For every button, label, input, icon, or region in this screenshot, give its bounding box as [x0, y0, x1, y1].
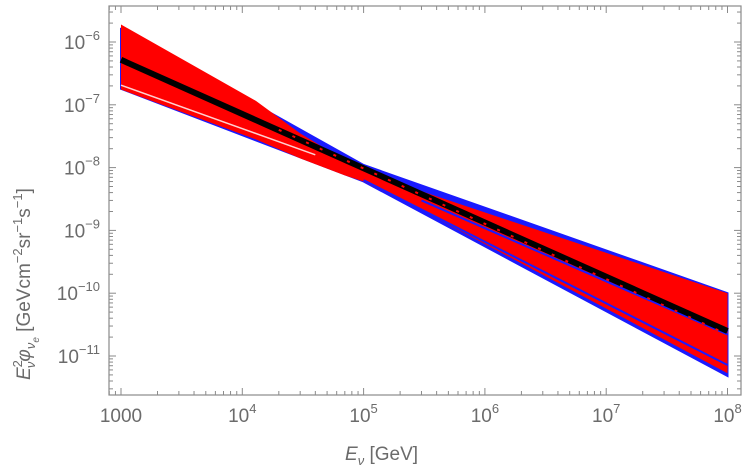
y-tick-label: 10−10	[57, 279, 100, 305]
red-band	[121, 24, 728, 374]
y-tick-label: 10−8	[64, 154, 100, 180]
y-tick-label: 10−9	[64, 216, 100, 242]
y-axis-ticks	[109, 11, 741, 390]
plot-area	[119, 24, 729, 378]
y-axis-title: E2νφνe [GeVcm−2sr−1s−1]	[10, 188, 42, 380]
white-line	[120, 84, 316, 156]
inner-blue-line	[363, 179, 728, 366]
y-tick-label: 10−7	[64, 91, 100, 117]
x-axis-tick-labels: 1000 104 105 106 107 108	[100, 401, 742, 427]
x-tick-label: 106	[471, 401, 499, 427]
y-axis-tick-labels: 10−6 10−7 10−8 10−9 10−10 10−11	[57, 28, 100, 368]
x-tick-label: 105	[349, 401, 377, 427]
svg-text:E2νφνe [GeVcm−2sr−1s−1]: E2νφνe [GeVcm−2sr−1s−1]	[10, 188, 42, 380]
x-tick-label: 107	[592, 401, 620, 427]
x-axis-ticks	[108, 6, 728, 395]
svg-text:Eν [GeV]: Eν [GeV]	[345, 444, 418, 468]
x-tick-label: 104	[228, 401, 256, 427]
x-axis-title: Eν [GeV]	[345, 444, 418, 468]
x-tick-label: 1000	[100, 406, 142, 427]
y-tick-label: 10−6	[64, 28, 100, 54]
thin-blue-line	[421, 199, 728, 336]
x-tick-label: 108	[713, 401, 741, 427]
y-tick-label: 10−11	[58, 342, 100, 368]
best-fit	[119, 57, 729, 334]
